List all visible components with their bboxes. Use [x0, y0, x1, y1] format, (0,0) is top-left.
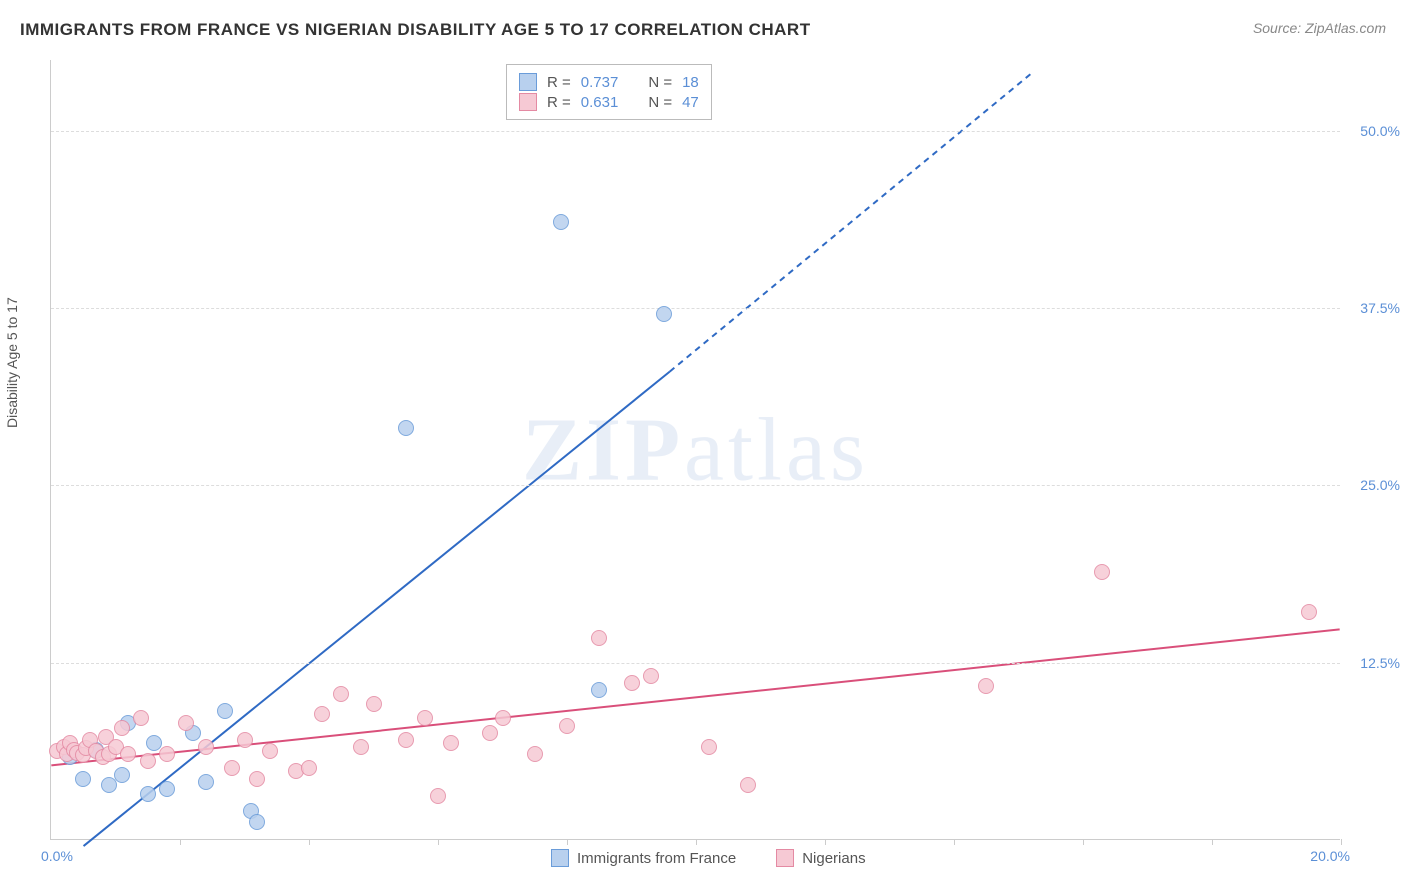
scatter-point: [314, 706, 330, 722]
stat-N-label: N =: [648, 94, 672, 111]
scatter-point: [353, 739, 369, 755]
trend-line-dashed: [670, 74, 1031, 371]
x-tick: [438, 839, 439, 845]
scatter-point: [237, 732, 253, 748]
trend-lines-svg: [51, 60, 1340, 839]
scatter-point: [978, 678, 994, 694]
scatter-point: [366, 696, 382, 712]
scatter-point: [249, 814, 265, 830]
scatter-point: [75, 771, 91, 787]
legend-swatch-icon: [776, 849, 794, 867]
legend-stat-row: R = 0.737 N = 18: [519, 73, 699, 91]
legend-item: Nigerians: [776, 849, 865, 867]
stat-R-value: 0.631: [581, 94, 619, 111]
scatter-point: [591, 682, 607, 698]
stat-N-value: 18: [682, 74, 699, 91]
scatter-point: [1301, 604, 1317, 620]
scatter-point: [224, 760, 240, 776]
grid-line: [51, 131, 1340, 132]
grid-line: [51, 308, 1340, 309]
scatter-point: [701, 739, 717, 755]
scatter-point: [198, 739, 214, 755]
y-axis-label: Disability Age 5 to 17: [4, 297, 20, 428]
chart-container: IMMIGRANTS FROM FRANCE VS NIGERIAN DISAB…: [0, 0, 1406, 892]
grid-line: [51, 663, 1340, 664]
scatter-point: [417, 710, 433, 726]
scatter-point: [430, 788, 446, 804]
scatter-point: [591, 630, 607, 646]
bottom-legend: Immigrants from France Nigerians: [551, 849, 866, 867]
x-tick: [825, 839, 826, 845]
chart-title: IMMIGRANTS FROM FRANCE VS NIGERIAN DISAB…: [20, 20, 811, 40]
stat-N-value: 47: [682, 94, 699, 111]
legend-item: Immigrants from France: [551, 849, 736, 867]
scatter-point: [159, 746, 175, 762]
grid-line: [51, 485, 1340, 486]
legend-stats-box: R = 0.737 N = 18 R = 0.631 N = 47: [506, 64, 712, 120]
legend-swatch-icon: [519, 93, 537, 111]
scatter-point: [301, 760, 317, 776]
y-tick-label: 12.5%: [1345, 655, 1400, 671]
scatter-point: [217, 703, 233, 719]
scatter-point: [140, 786, 156, 802]
y-tick-label: 37.5%: [1345, 300, 1400, 316]
stat-R-value: 0.737: [581, 74, 619, 91]
plot-area: ZIPatlas R =0.737N =18R =0.631N =47 Immi…: [50, 60, 1340, 840]
scatter-point: [624, 675, 640, 691]
scatter-point: [120, 746, 136, 762]
source-attribution: Source: ZipAtlas.com: [1253, 20, 1386, 36]
scatter-point: [398, 420, 414, 436]
scatter-point: [643, 668, 659, 684]
x-tick: [309, 839, 310, 845]
scatter-point: [495, 710, 511, 726]
y-tick-label: 50.0%: [1345, 123, 1400, 139]
scatter-point: [559, 718, 575, 734]
scatter-point: [159, 781, 175, 797]
scatter-point: [398, 732, 414, 748]
scatter-point: [198, 774, 214, 790]
legend-swatch-icon: [519, 73, 537, 91]
scatter-point: [140, 753, 156, 769]
legend-series-label: Immigrants from France: [577, 850, 736, 867]
x-tick: [1341, 839, 1342, 845]
scatter-point: [114, 767, 130, 783]
x-tick: [954, 839, 955, 845]
x-axis-origin-label: 0.0%: [41, 848, 73, 864]
x-tick: [180, 839, 181, 845]
stat-R-label: R =: [547, 94, 571, 111]
scatter-point: [1094, 564, 1110, 580]
scatter-point: [553, 214, 569, 230]
scatter-point: [262, 743, 278, 759]
x-tick: [1212, 839, 1213, 845]
scatter-point: [178, 715, 194, 731]
scatter-point: [656, 306, 672, 322]
stat-R-label: R =: [547, 74, 571, 91]
stat-N-label: N =: [648, 74, 672, 91]
trend-line: [84, 372, 670, 846]
scatter-point: [114, 720, 130, 736]
legend-stat-row: R = 0.631 N = 47: [519, 93, 699, 111]
x-tick: [567, 839, 568, 845]
scatter-point: [249, 771, 265, 787]
x-tick: [1083, 839, 1084, 845]
scatter-point: [443, 735, 459, 751]
legend-series-label: Nigerians: [802, 850, 865, 867]
legend-swatch-icon: [551, 849, 569, 867]
scatter-point: [333, 686, 349, 702]
x-axis-max-label: 20.0%: [1310, 848, 1350, 864]
x-tick: [696, 839, 697, 845]
scatter-point: [527, 746, 543, 762]
scatter-point: [740, 777, 756, 793]
scatter-point: [482, 725, 498, 741]
scatter-point: [133, 710, 149, 726]
y-tick-label: 25.0%: [1345, 477, 1400, 493]
